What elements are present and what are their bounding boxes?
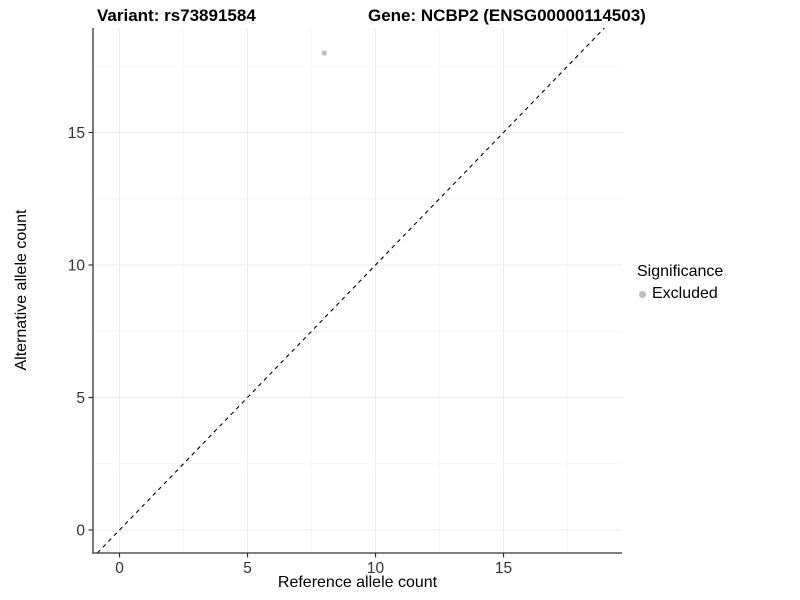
y-tick-label: 0: [76, 523, 85, 540]
x-tick-label: 5: [243, 560, 252, 577]
y-tick-label: 10: [68, 258, 86, 275]
x-tick-label: 15: [495, 560, 512, 577]
figure-title-gene: Gene: NCBP2 (ENSG00000114503): [368, 6, 646, 25]
x-tick-label: 10: [367, 560, 385, 577]
data-point: [321, 50, 327, 56]
identity-dashed-line: [96, 27, 605, 554]
figure-title-variant: Variant: rs73891584: [97, 6, 256, 25]
y-tick-label: 5: [76, 390, 85, 407]
legend: Significance Excluded: [637, 262, 723, 303]
legend-item-label: Excluded: [652, 285, 718, 302]
legend-point-icon: [639, 290, 646, 298]
y-tick-label: 15: [68, 125, 85, 142]
x-axis-title: Reference allele count: [277, 574, 438, 591]
y-axis-title: Alternative allele count: [13, 209, 30, 371]
x-tick-label: 0: [115, 560, 124, 577]
legend-title: Significance: [637, 263, 724, 280]
legend-item-excluded: Excluded: [637, 285, 723, 303]
